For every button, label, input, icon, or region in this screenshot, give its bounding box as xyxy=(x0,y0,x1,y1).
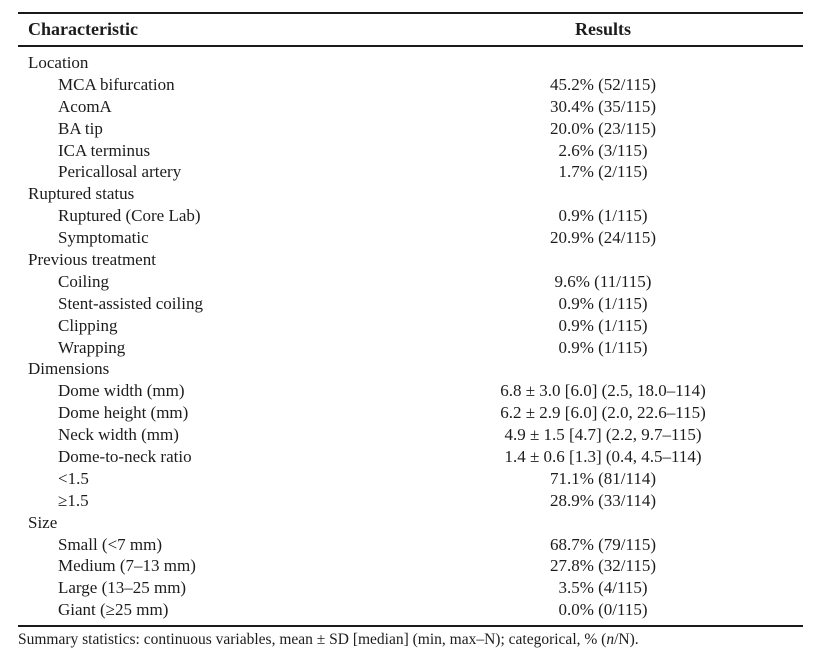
row-value: 6.8 ± 3.0 [6.0] (2.5, 18.0–114) xyxy=(500,381,706,401)
row-value: 45.2% (52/115) xyxy=(549,74,657,94)
row-value: 20.0% (23/115) xyxy=(549,118,657,138)
footnote-text-start: Summary statistics: continuous variables… xyxy=(18,631,607,649)
row-value: 0.9% (1/115) xyxy=(558,293,648,313)
table-bottom-rule xyxy=(18,625,803,628)
row-value: 1.7% (2/115) xyxy=(558,162,648,182)
row-label: MCA bifurcation xyxy=(58,74,175,94)
table-row-group: Ruptured status xyxy=(18,183,803,205)
row-label: BA tip xyxy=(58,118,103,138)
row-value: 1.4 ± 0.6 [1.3] (0.4, 4.5–114) xyxy=(504,446,702,466)
footnote-text-end: /N). xyxy=(614,631,639,649)
row-label: AcomA xyxy=(58,96,112,116)
table-row: ≥1.5 28.9% (33/114) xyxy=(18,490,803,512)
table-row: BA tip 20.0% (23/115) xyxy=(18,118,803,140)
table-row: Giant (≥25 mm) 0.0% (0/115) xyxy=(18,599,803,621)
row-label: <1.5 xyxy=(58,468,89,488)
row-label: Clipping xyxy=(58,315,118,335)
row-label: Small (<7 mm) xyxy=(58,534,163,554)
row-value: 4.9 ± 1.5 [4.7] (2.2, 9.7–115) xyxy=(504,425,702,445)
row-value: 0.9% (1/115) xyxy=(558,206,648,226)
table-row: Medium (7–13 mm) 27.8% (32/115) xyxy=(18,555,803,577)
row-value: 6.2 ± 2.9 [6.0] (2.0, 22.6–115) xyxy=(500,403,706,423)
row-label: Medium (7–13 mm) xyxy=(58,556,196,576)
table-footnote: Summary statistics: continuous variables… xyxy=(18,630,803,650)
row-value: 9.6% (11/115) xyxy=(554,271,652,291)
table-row: ICA terminus 2.6% (3/115) xyxy=(18,140,803,162)
row-value: 0.0% (0/115) xyxy=(558,600,648,620)
footnote-italic-n: n xyxy=(606,631,615,649)
row-label: Wrapping xyxy=(58,337,126,357)
column-header-results: Results xyxy=(574,19,631,39)
table-row: <1.5 71.1% (81/114) xyxy=(18,468,803,490)
row-value: 3.5% (4/115) xyxy=(558,578,648,598)
row-value: 68.7% (79/115) xyxy=(549,534,657,554)
row-value: 27.8% (32/115) xyxy=(549,556,657,576)
row-label: Previous treatment xyxy=(28,249,156,269)
table-body: Location MCA bifurcation 45.2% (52/115) … xyxy=(18,47,803,625)
row-label: Ruptured status xyxy=(28,184,135,204)
row-value: 71.1% (81/114) xyxy=(549,468,657,488)
table-row-group: Location xyxy=(18,52,803,74)
row-label: ICA terminus xyxy=(58,140,151,160)
table-row: Symptomatic 20.9% (24/115) xyxy=(18,227,803,249)
row-value: 20.9% (24/115) xyxy=(549,228,657,248)
table-row: Wrapping 0.9% (1/115) xyxy=(18,337,803,359)
table-row: Dome width (mm) 6.8 ± 3.0 [6.0] (2.5, 18… xyxy=(18,380,803,402)
table-top-rule xyxy=(18,12,803,14)
row-label: Giant (≥25 mm) xyxy=(58,600,169,620)
row-value: 2.6% (3/115) xyxy=(558,140,648,160)
table-row: Large (13–25 mm) 3.5% (4/115) xyxy=(18,577,803,599)
table-row: Pericallosal artery 1.7% (2/115) xyxy=(18,161,803,183)
row-label: Neck width (mm) xyxy=(58,425,179,445)
table-row-group: Previous treatment xyxy=(18,249,803,271)
row-label: Dome width (mm) xyxy=(58,381,185,401)
row-label: Ruptured (Core Lab) xyxy=(58,206,201,226)
row-value: 30.4% (35/115) xyxy=(549,96,657,116)
row-label: Large (13–25 mm) xyxy=(58,578,187,598)
row-label: Symptomatic xyxy=(58,228,149,248)
row-label: Dome-to-neck ratio xyxy=(58,446,192,466)
table-row: Ruptured (Core Lab) 0.9% (1/115) xyxy=(18,205,803,227)
row-label: Pericallosal artery xyxy=(58,162,182,182)
row-label: Stent-assisted coiling xyxy=(58,293,203,313)
row-value: 0.9% (1/115) xyxy=(558,315,648,335)
table-row: Clipping 0.9% (1/115) xyxy=(18,315,803,337)
row-label: ≥1.5 xyxy=(58,490,89,510)
table-header-row: Characteristic Results xyxy=(18,14,803,45)
row-label: Coiling xyxy=(58,271,110,291)
row-label: Location xyxy=(28,52,89,72)
table-row-group: Dimensions xyxy=(18,358,803,380)
row-label: Dome height (mm) xyxy=(58,403,189,423)
table-row: Dome-to-neck ratio 1.4 ± 0.6 [1.3] (0.4,… xyxy=(18,446,803,468)
table-row: Coiling 9.6% (11/115) xyxy=(18,271,803,293)
table-row: Small (<7 mm) 68.7% (79/115) xyxy=(18,534,803,556)
row-value: 0.9% (1/115) xyxy=(558,337,648,357)
table-row: Stent-assisted coiling 0.9% (1/115) xyxy=(18,293,803,315)
table-row: Neck width (mm) 4.9 ± 1.5 [4.7] (2.2, 9.… xyxy=(18,424,803,446)
table-row: Dome height (mm) 6.2 ± 2.9 [6.0] (2.0, 2… xyxy=(18,402,803,424)
table-row: MCA bifurcation 45.2% (52/115) xyxy=(18,74,803,96)
column-header-characteristic: Characteristic xyxy=(28,19,138,39)
row-label: Dimensions xyxy=(28,359,110,379)
table-row: AcomA 30.4% (35/115) xyxy=(18,96,803,118)
row-label: Size xyxy=(28,512,58,532)
table-header-rule xyxy=(18,45,803,47)
characteristics-table: Characteristic Results Location MCA bifu… xyxy=(18,12,803,650)
table-row-group: Size xyxy=(18,512,803,534)
row-value: 28.9% (33/114) xyxy=(549,490,657,510)
